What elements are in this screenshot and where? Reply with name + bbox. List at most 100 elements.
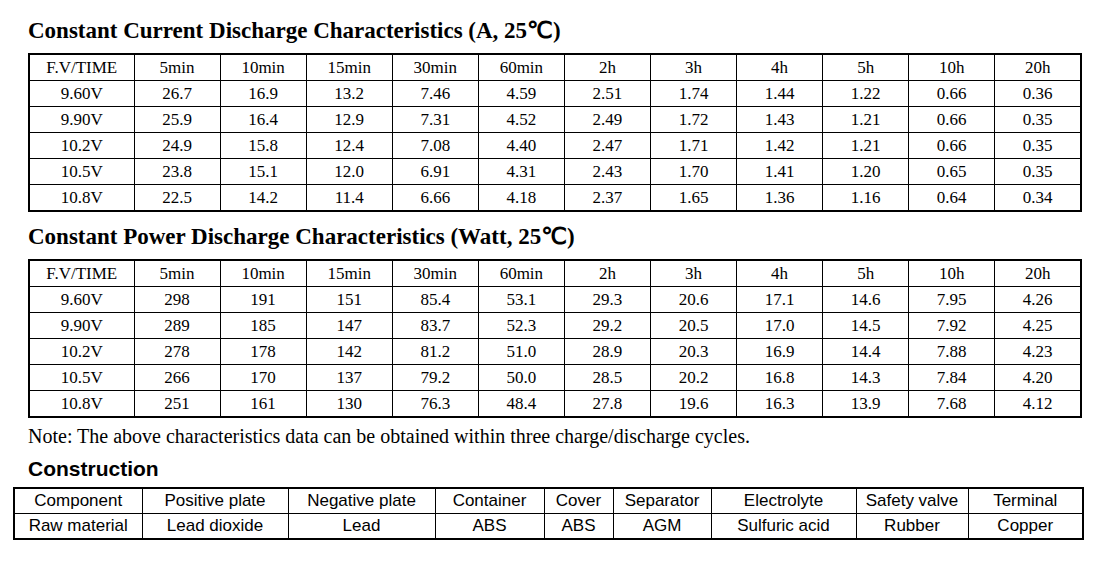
- data-cell: 1.65: [650, 184, 736, 211]
- data-cell: ABS: [435, 513, 544, 539]
- data-cell: 29.2: [564, 312, 650, 338]
- data-cell: 137: [306, 364, 392, 390]
- table-row: 10.2V27817814281.251.028.920.316.914.47.…: [29, 338, 1081, 364]
- header-cell: 5h: [823, 260, 909, 287]
- header-cell: Positive plate: [142, 488, 288, 514]
- note-text: Note: The above characteristics data can…: [0, 418, 1116, 448]
- header-cell: 30min: [392, 54, 478, 81]
- data-cell: 12.9: [306, 106, 392, 132]
- data-cell: 6.66: [392, 184, 478, 211]
- data-cell: 85.4: [392, 286, 478, 312]
- data-cell: 51.0: [478, 338, 564, 364]
- data-cell: 1.43: [737, 106, 823, 132]
- table-row: 10.2V24.915.812.47.084.402.471.711.421.2…: [29, 132, 1081, 158]
- data-cell: Sulfuric acid: [711, 513, 856, 539]
- data-cell: 81.2: [392, 338, 478, 364]
- data-cell: 16.3: [737, 390, 823, 417]
- table-row: 10.5V23.815.112.06.914.312.431.701.411.2…: [29, 158, 1081, 184]
- data-cell: 83.7: [392, 312, 478, 338]
- row-label: 9.90V: [29, 106, 134, 132]
- data-cell: 14.5: [823, 312, 909, 338]
- row-label: 9.90V: [29, 312, 134, 338]
- data-cell: 7.46: [392, 80, 478, 106]
- data-cell: 4.20: [995, 364, 1081, 390]
- data-cell: Lead: [288, 513, 435, 539]
- header-row: ComponentPositive plateNegative plateCon…: [14, 488, 1083, 514]
- header-cell: 10min: [220, 260, 306, 287]
- data-cell: 6.91: [392, 158, 478, 184]
- data-cell: 53.1: [478, 286, 564, 312]
- row-label: 10.5V: [29, 158, 134, 184]
- row-label: 9.60V: [29, 80, 134, 106]
- header-cell: 10min: [220, 54, 306, 81]
- data-cell: 24.9: [134, 132, 220, 158]
- data-cell: ABS: [544, 513, 613, 539]
- header-cell: 20h: [995, 54, 1081, 81]
- data-cell: 1.22: [823, 80, 909, 106]
- data-cell: 1.20: [823, 158, 909, 184]
- data-cell: 0.35: [995, 106, 1081, 132]
- data-cell: Copper: [968, 513, 1083, 539]
- data-cell: 142: [306, 338, 392, 364]
- data-cell: 14.2: [220, 184, 306, 211]
- data-cell: 4.18: [478, 184, 564, 211]
- header-cell: 60min: [478, 54, 564, 81]
- data-cell: 251: [134, 390, 220, 417]
- data-cell: 17.1: [737, 286, 823, 312]
- data-cell: 20.5: [650, 312, 736, 338]
- data-cell: 29.3: [564, 286, 650, 312]
- data-cell: 7.31: [392, 106, 478, 132]
- data-cell: 2.43: [564, 158, 650, 184]
- header-cell: 15min: [306, 260, 392, 287]
- data-cell: 1.70: [650, 158, 736, 184]
- table-row: 10.5V26617013779.250.028.520.216.814.37.…: [29, 364, 1081, 390]
- data-cell: 11.4: [306, 184, 392, 211]
- table-row: 10.8V25116113076.348.427.819.616.313.97.…: [29, 390, 1081, 417]
- data-cell: 161: [220, 390, 306, 417]
- data-cell: 79.2: [392, 364, 478, 390]
- data-cell: 130: [306, 390, 392, 417]
- header-row: F.V/TIME5min10min15min30min60min2h3h4h5h…: [29, 260, 1081, 287]
- header-cell: 60min: [478, 260, 564, 287]
- current-discharge-title: Constant Current Discharge Characteristi…: [0, 0, 1116, 46]
- current-discharge-table: F.V/TIME5min10min15min30min60min2h3h4h5h…: [28, 53, 1082, 212]
- header-cell: Separator: [613, 488, 711, 514]
- header-cell: 10h: [909, 260, 995, 287]
- data-cell: 0.35: [995, 158, 1081, 184]
- data-cell: 1.36: [737, 184, 823, 211]
- construction-table: ComponentPositive plateNegative plateCon…: [13, 487, 1084, 540]
- data-cell: 178: [220, 338, 306, 364]
- header-cell: F.V/TIME: [29, 260, 134, 287]
- header-cell: 3h: [650, 260, 736, 287]
- data-cell: 14.3: [823, 364, 909, 390]
- data-cell: 1.21: [823, 132, 909, 158]
- data-cell: 2.47: [564, 132, 650, 158]
- data-cell: 19.6: [650, 390, 736, 417]
- data-cell: 12.0: [306, 158, 392, 184]
- data-cell: 76.3: [392, 390, 478, 417]
- data-cell: 48.4: [478, 390, 564, 417]
- header-cell: 5min: [134, 260, 220, 287]
- data-cell: 2.49: [564, 106, 650, 132]
- header-cell: 5min: [134, 54, 220, 81]
- header-cell: Negative plate: [288, 488, 435, 514]
- header-cell: Cover: [544, 488, 613, 514]
- data-cell: 15.8: [220, 132, 306, 158]
- data-cell: 52.3: [478, 312, 564, 338]
- data-cell: 4.25: [995, 312, 1081, 338]
- data-cell: 1.41: [737, 158, 823, 184]
- data-cell: 4.59: [478, 80, 564, 106]
- data-cell: 28.9: [564, 338, 650, 364]
- row-label: 10.5V: [29, 364, 134, 390]
- table-row: 9.60V26.716.913.27.464.592.511.741.441.2…: [29, 80, 1081, 106]
- data-cell: 1.72: [650, 106, 736, 132]
- data-cell: 14.6: [823, 286, 909, 312]
- header-cell: Electrolyte: [711, 488, 856, 514]
- header-cell: 4h: [737, 260, 823, 287]
- data-cell: 0.35: [995, 132, 1081, 158]
- power-discharge-title: Constant Power Discharge Characteristics…: [0, 212, 1116, 252]
- data-cell: 0.36: [995, 80, 1081, 106]
- data-cell: 4.12: [995, 390, 1081, 417]
- data-cell: 27.8: [564, 390, 650, 417]
- construction-title: Construction: [0, 448, 1116, 481]
